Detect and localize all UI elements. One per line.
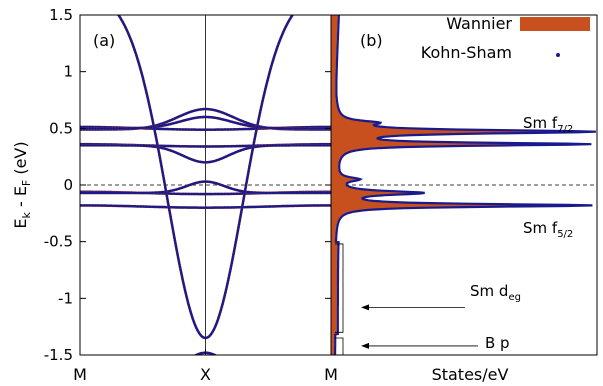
annot-bp-label: B p bbox=[485, 334, 510, 352]
annot-f72-main: Sm f bbox=[523, 114, 558, 132]
annotation-b-p: B p bbox=[485, 334, 510, 352]
annot-f52-sub: 5/2 bbox=[557, 229, 573, 240]
ylabel-sub-f: F bbox=[20, 180, 33, 186]
svg-text:Ek - EF (eV): Ek - EF (eV) bbox=[11, 141, 33, 228]
panel-b-label: (b) bbox=[360, 31, 383, 50]
annot-deg-sub: eg bbox=[508, 292, 521, 303]
dos-xlabel: States/eV bbox=[432, 365, 509, 384]
kohn-sham-band-7 bbox=[80, 180, 331, 195]
panel-a-label: (a) bbox=[93, 31, 115, 50]
legend-label-wannier: Wannier bbox=[446, 14, 512, 33]
svg-text:Sm f7/2: Sm f7/2 bbox=[523, 114, 573, 135]
annot-f72-sub: 7/2 bbox=[557, 124, 573, 135]
kohn-sham-band-3 bbox=[80, 204, 331, 209]
annotation-sm-f52: Sm f5/2 bbox=[523, 219, 573, 240]
legend-label-kohn-sham: Kohn-Sham bbox=[421, 43, 512, 62]
bracket-0 bbox=[335, 243, 344, 333]
arrow-head-1 bbox=[361, 342, 369, 349]
annot-deg-main: Sm d bbox=[470, 282, 508, 300]
legend-swatch-wannier bbox=[520, 17, 590, 31]
ytick-label-3: 0 bbox=[63, 176, 73, 194]
xtick-label-1: X bbox=[200, 365, 211, 384]
svg-text:Sm f5/2: Sm f5/2 bbox=[523, 219, 573, 240]
xtick-label-2: M bbox=[324, 365, 338, 384]
ytick-label-5: 1 bbox=[63, 63, 73, 81]
ylabel-mid: - E bbox=[11, 186, 30, 212]
ytick-label-6: 1.5 bbox=[49, 6, 73, 24]
ylabel-e1: E bbox=[11, 219, 30, 229]
ytick-label-4: 0.5 bbox=[49, 119, 73, 137]
xtick-label-0: M bbox=[73, 365, 87, 384]
y-axis-label: Ek - EF (eV) bbox=[11, 141, 33, 228]
kohn-sham-band-5 bbox=[80, 115, 331, 130]
ytick-label-2: -0.5 bbox=[44, 233, 73, 251]
arrow-head-0 bbox=[361, 304, 369, 311]
svg-text:Sm deg: Sm deg bbox=[470, 282, 521, 303]
dos-kohn-sham-line bbox=[334, 15, 596, 355]
legend: Wannier Kohn-Sham bbox=[421, 14, 590, 62]
legend-marker-kohn-sham bbox=[556, 53, 560, 57]
ytick-label-0: -1.5 bbox=[44, 346, 73, 364]
annot-f52-main: Sm f bbox=[523, 219, 558, 237]
ylabel-tail: (eV) bbox=[11, 141, 30, 179]
ylabel-sub-k: k bbox=[20, 212, 33, 219]
kohn-sham-band-8 bbox=[117, 15, 295, 340]
annotation-sm-deg: Sm deg bbox=[470, 282, 521, 303]
annotation-sm-f72: Sm f7/2 bbox=[523, 114, 573, 135]
ytick-label-1: -1 bbox=[58, 289, 73, 307]
kohn-sham-band-6 bbox=[80, 144, 331, 164]
